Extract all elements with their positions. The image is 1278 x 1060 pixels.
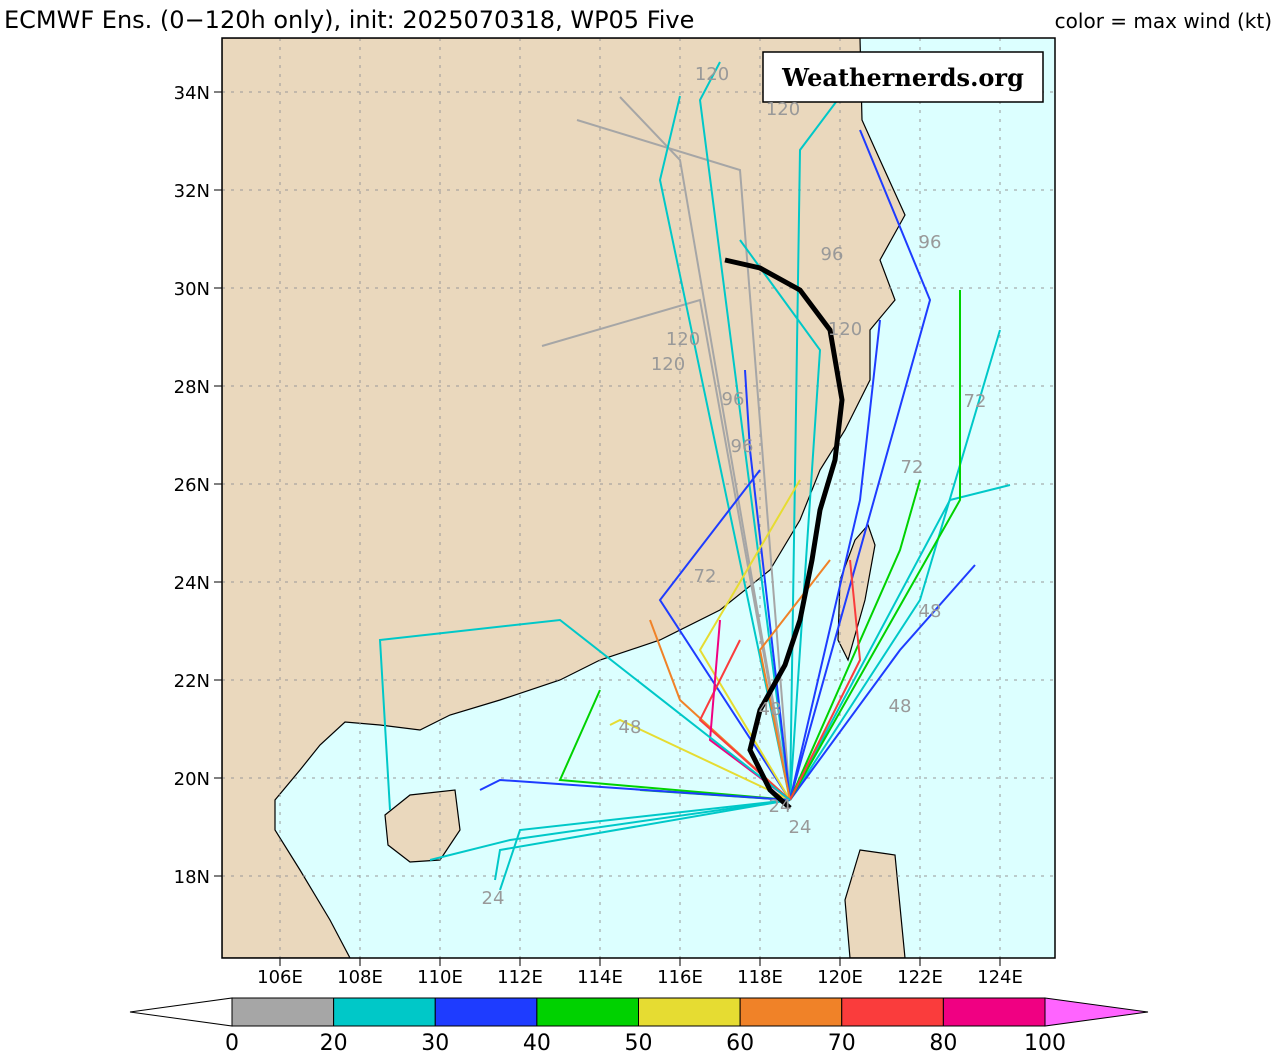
track [789, 484, 1011, 801]
track [558, 689, 791, 801]
colorbar-segment [638, 997, 741, 1027]
lat-label: 30N [174, 279, 210, 300]
track-label: 96 [722, 389, 745, 410]
track [609, 718, 791, 801]
lat-label: 22N [174, 671, 210, 692]
track [576, 119, 791, 801]
lon-label: 124E [977, 967, 1023, 988]
track [789, 479, 921, 801]
luzon [844, 849, 906, 958]
lat-label: 32N [174, 181, 210, 202]
mean-track [724, 257, 845, 810]
track [698, 479, 801, 801]
colorbar-label: 20 [320, 1031, 348, 1056]
track-label: 48 [919, 601, 942, 622]
colorbar-label: 40 [523, 1031, 551, 1056]
track [789, 564, 976, 801]
lon-label: 114E [577, 967, 623, 988]
colorbar-label: 100 [1024, 1031, 1066, 1056]
track-label: 48 [619, 717, 642, 738]
track [541, 298, 791, 801]
lat-label: 20N [174, 769, 210, 790]
colorbar: 1201201201201209696969672727248484848242… [129, 64, 1149, 1056]
track-label: 48 [889, 696, 912, 717]
colorbar-segment [739, 997, 843, 1027]
colorbar-label: 80 [929, 1031, 957, 1056]
frame [221, 37, 1056, 959]
lon-label: 110E [417, 967, 463, 988]
colorbar-segment [434, 997, 538, 1027]
track-label: 24 [789, 817, 812, 838]
track-label: 72 [964, 391, 987, 412]
track [429, 799, 791, 861]
tracks [378, 61, 1011, 891]
colorbar-segment [942, 997, 1046, 1027]
colorbar-segment [333, 997, 436, 1027]
hainan [384, 789, 461, 863]
track-label: 120 [766, 99, 800, 120]
track-label: 96 [731, 436, 754, 457]
colorbar-segment [841, 997, 944, 1027]
colorbar-under [129, 997, 233, 1027]
track-label: 72 [694, 566, 717, 587]
track [789, 559, 862, 801]
colorbar-label: 50 [625, 1031, 653, 1056]
taiwan [837, 523, 876, 662]
track-label: 96 [919, 232, 942, 253]
lon-label: 120E [817, 967, 863, 988]
colorbar-label: 70 [828, 1031, 856, 1056]
track [789, 290, 961, 801]
lon-label: 112E [497, 967, 543, 988]
track-label: 24 [482, 888, 505, 909]
legend-note: color = max wind (kt) [1055, 9, 1272, 33]
map [222, 38, 1055, 958]
lat-label: 26N [174, 475, 210, 496]
title: ECMWF Ens. (0−120h only), init: 20250703… [4, 6, 694, 34]
watermark-box [762, 51, 1044, 103]
track [658, 95, 791, 801]
lon-label: 118E [737, 967, 783, 988]
lat-label: 24N [174, 573, 210, 594]
track-label: 120 [828, 319, 862, 340]
lon-label: 108E [337, 967, 383, 988]
track [789, 329, 1001, 801]
colorbar-label: 0 [225, 1031, 239, 1056]
track [479, 778, 791, 801]
track [698, 61, 791, 801]
colorbar-segment [231, 997, 335, 1027]
track-label: 24 [769, 796, 792, 817]
track [494, 799, 791, 881]
colorbar-segment [536, 997, 639, 1027]
colorbar-label: 60 [726, 1031, 754, 1056]
watermark: Weathernerds.org [781, 63, 1024, 92]
track-label: 120 [651, 354, 685, 375]
lat-label: 34N [174, 83, 210, 104]
track-label: 96 [821, 244, 844, 265]
lon-label: 106E [257, 967, 303, 988]
track [378, 618, 791, 811]
axes: 106E 108E 110E 112E 114E 116E 118E 120E 122E 124E… [174, 83, 1023, 988]
track [789, 319, 881, 801]
track [789, 129, 932, 801]
track-label: 120 [695, 64, 729, 85]
track [619, 96, 791, 801]
track-label: 120 [666, 329, 700, 350]
track [739, 239, 822, 801]
lat-label: 18N [174, 867, 210, 888]
track-label: 72 [901, 457, 924, 478]
track [658, 469, 791, 801]
lon-label: 122E [897, 967, 943, 988]
track-label: 48 [759, 699, 782, 720]
track [499, 799, 791, 891]
lat-label: 28N [174, 377, 210, 398]
colorbar-label: 30 [421, 1031, 449, 1056]
grid [222, 38, 1055, 958]
lon-label: 116E [657, 967, 703, 988]
colorbar-over [1044, 997, 1149, 1027]
